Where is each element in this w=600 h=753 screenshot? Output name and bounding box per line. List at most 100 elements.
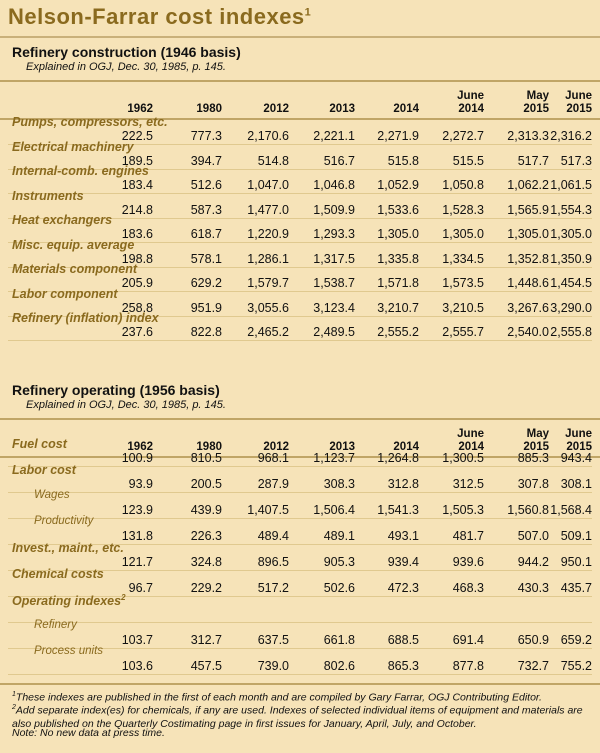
table-cell: 517.7 [517,153,549,168]
table-cell: 324.8 [190,555,222,569]
column-header: 2014 [359,90,419,116]
table-cell: 2,555.7 [442,325,484,339]
table-cell: 629.2 [190,276,222,290]
table-cell: 514.8 [257,153,289,168]
row-label: Instruments [12,189,84,203]
row-label: Wages [34,489,70,501]
table-cell: 2,465.2 [247,325,289,339]
column-header: 2013 [295,428,355,454]
row-label: Electrical machinery [12,140,134,154]
table-cell: 1,123.7 [313,451,355,465]
table-cell: 200.5 [190,477,222,491]
table-cell: 3,055.6 [247,300,289,315]
row-label-text: Labor component [12,286,118,301]
table-cell: 2,271.9 [377,129,419,143]
row-label: Labor component [12,287,118,301]
table-cell: 517.3 [560,153,592,168]
column-header: 1980 [162,428,222,454]
table-cell: 587.3 [190,202,222,217]
column-header: May 2015 [489,90,549,116]
table-cell: 1,538.7 [313,276,355,290]
column-header-line2: 2012 [263,441,289,453]
table-cell: 1,293.3 [313,227,355,241]
row-label-text: Heat exchangers [12,213,113,227]
table-cell: 435.7 [560,581,592,595]
table-cell: 2,555.2 [377,325,419,339]
table-cell: 198.8 [121,251,153,266]
table-cell: 1,334.5 [442,251,484,266]
row-label-text: Wages [34,489,70,501]
column-header-line1 [162,90,222,103]
row-label-text: Pumps, compressors, etc. [12,115,168,129]
table-cell: 1,477.0 [247,202,289,217]
table-cell: 1,300.5 [442,451,484,465]
column-header: 1962 [93,90,153,116]
title-rule [0,36,600,38]
column-header-line2: 1980 [196,441,222,453]
row-divider [8,315,592,317]
column-header-line2: 2012 [263,103,289,115]
column-header-line2: 2014 [393,441,419,453]
column-header: 1962 [93,428,153,454]
table-cell: 123.9 [121,503,153,517]
page-title: Nelson-Farrar cost indexes1 [8,4,312,29]
table-cell: 968.1 [257,451,289,465]
table-cell: 430.3 [517,581,549,595]
column-header-line1 [359,90,419,103]
row-label: Internal-comb. engines [12,164,149,178]
table-cell: 2,221.1 [313,129,355,143]
row-divider [8,144,592,145]
column-header-line1 [359,428,419,441]
table-cell: 1,305.0 [377,227,419,241]
row-label: Refinery (inflation) index [12,311,159,325]
table-cell: 517.2 [257,581,289,595]
row-divider [8,266,592,268]
table-cell: 1,220.9 [247,227,289,241]
table-cell: 1,264.8 [377,451,419,465]
column-header: 2012 [229,428,289,454]
table-cell: 1,571.8 [377,276,419,290]
table-cell: 732.7 [517,659,549,673]
row-label-text: Refinery (inflation) index [12,311,159,325]
row-label-text: Electrical machinery [12,139,134,154]
table-cell: 439.9 [190,503,222,517]
table-cell: 1,533.6 [377,202,419,217]
column-header-line1 [93,90,153,103]
row-label: Labor cost [12,463,76,477]
column-header-line1 [93,428,153,441]
row-label-text: Fuel cost [12,437,67,451]
row-divider [8,622,592,623]
row-divider [8,648,592,649]
footnote-marker: 2 [12,704,16,711]
table-cell: 1,352.8 [507,251,549,266]
table-cell: 1,046.8 [313,178,355,192]
table-cell: 222.5 [121,129,153,143]
table-cell: 896.5 [257,555,289,569]
table-cell: 308.1 [560,477,592,491]
header-bottom-rule [0,456,600,458]
column-header: 2013 [295,90,355,116]
column-header-line2: 2015 [566,103,592,115]
row-divider [8,596,592,597]
table-cell: 637.5 [257,633,289,647]
table-cell: 307.8 [517,477,549,491]
table-cell: 100.9 [121,451,153,465]
row-divider [8,674,592,675]
table-cell: 287.9 [257,477,289,491]
table-cell: 103.6 [121,659,153,673]
column-header-line2: 2015 [523,441,549,453]
table-cell: 1,509.9 [313,202,355,217]
table-cell: 472.3 [387,581,419,595]
table-cell: 507.0 [517,529,549,543]
section-note: Explained in OGJ, Dec. 30, 1985, p. 145. [26,399,226,411]
row-label: Materials component [12,262,137,276]
table-cell: 950.1 [560,555,592,569]
table-cell: 183.4 [121,178,153,192]
row-divider [8,518,592,519]
row-label-text: Operating indexes [12,594,122,609]
table-cell: 1,317.5 [313,251,355,266]
table-cell: 1,573.5 [442,276,484,290]
table-cell: 1,335.8 [377,251,419,266]
section-note: Explained in OGJ, Dec. 30, 1985, p. 145. [26,61,226,73]
